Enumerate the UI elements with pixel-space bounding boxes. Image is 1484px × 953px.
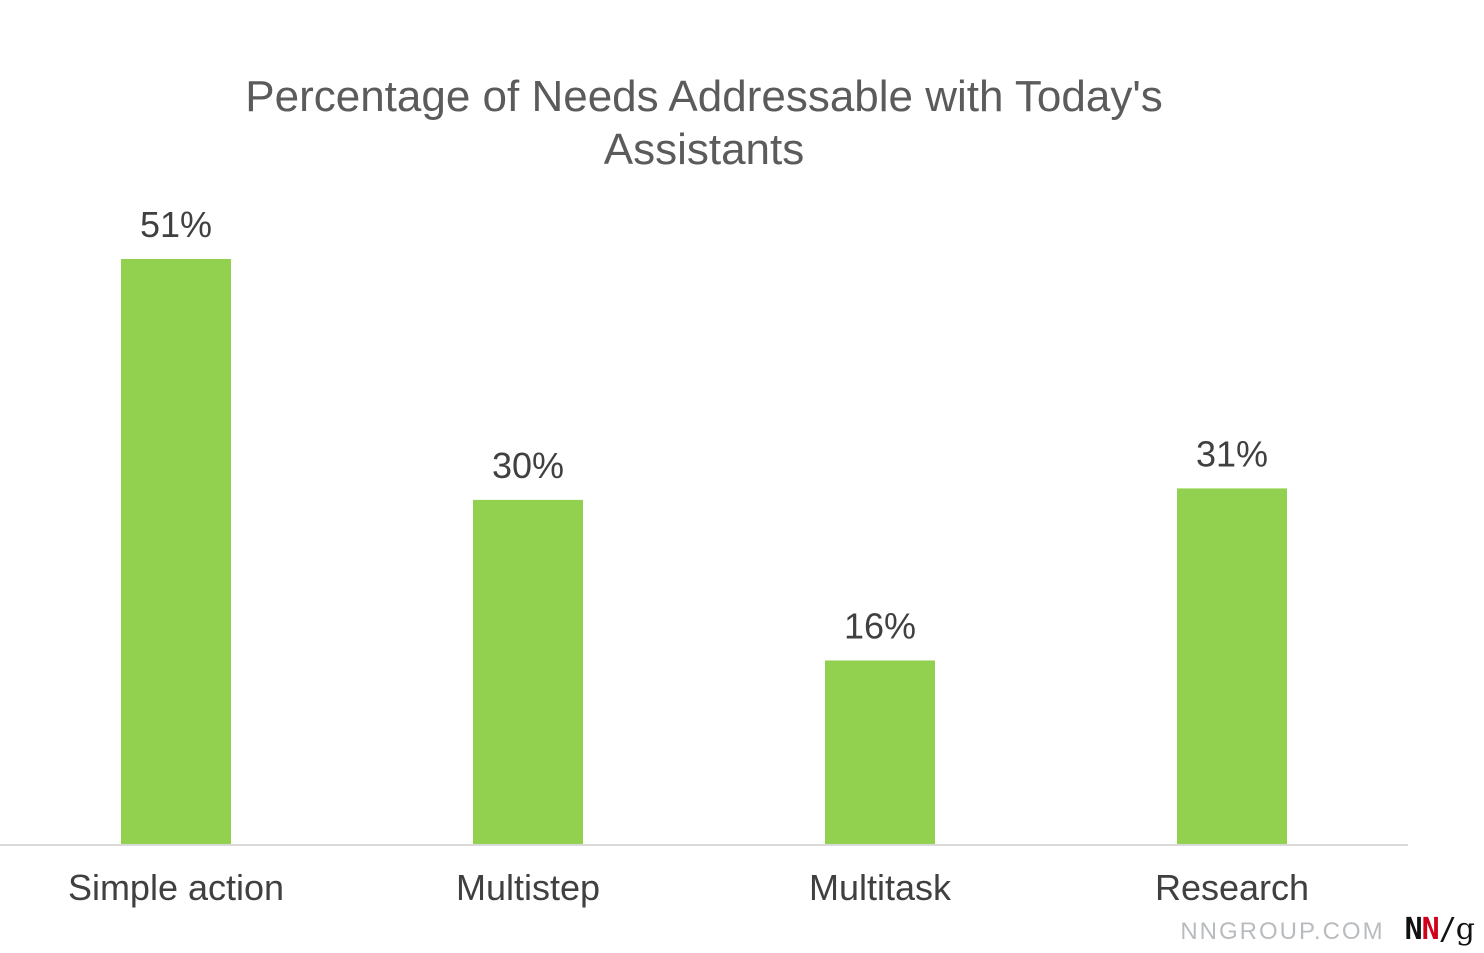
logo-g: g	[1455, 912, 1475, 947]
chart-title-line-1: Percentage of Needs Addressable with Tod…	[245, 72, 1163, 121]
data-label-3: 16%	[844, 605, 916, 646]
category-label-3: Multitask	[809, 867, 952, 908]
category-label-1: Simple action	[68, 867, 284, 908]
logo-slash: /	[1438, 912, 1457, 947]
category-label-2: Multistep	[456, 867, 600, 908]
data-label-2: 30%	[492, 445, 564, 486]
bar-2	[473, 499, 583, 844]
bar-1	[121, 259, 231, 844]
bar-3	[825, 660, 935, 844]
nng-logo: NN/g	[1404, 912, 1475, 947]
category-label-4: Research	[1155, 867, 1309, 908]
logo-n2: N	[1421, 912, 1440, 947]
data-label-4: 31%	[1196, 433, 1268, 474]
bar-4	[1177, 488, 1287, 844]
watermark-site: NNGROUP.COM	[1180, 918, 1385, 945]
chart-title-line-2: Assistants	[603, 125, 805, 174]
data-label-1: 51%	[140, 204, 212, 245]
watermark: NNGROUP.COM NN/g	[1180, 912, 1475, 947]
chart-title: Percentage of Needs Addressable with Tod…	[0, 70, 1408, 176]
logo-n1: N	[1404, 912, 1423, 947]
